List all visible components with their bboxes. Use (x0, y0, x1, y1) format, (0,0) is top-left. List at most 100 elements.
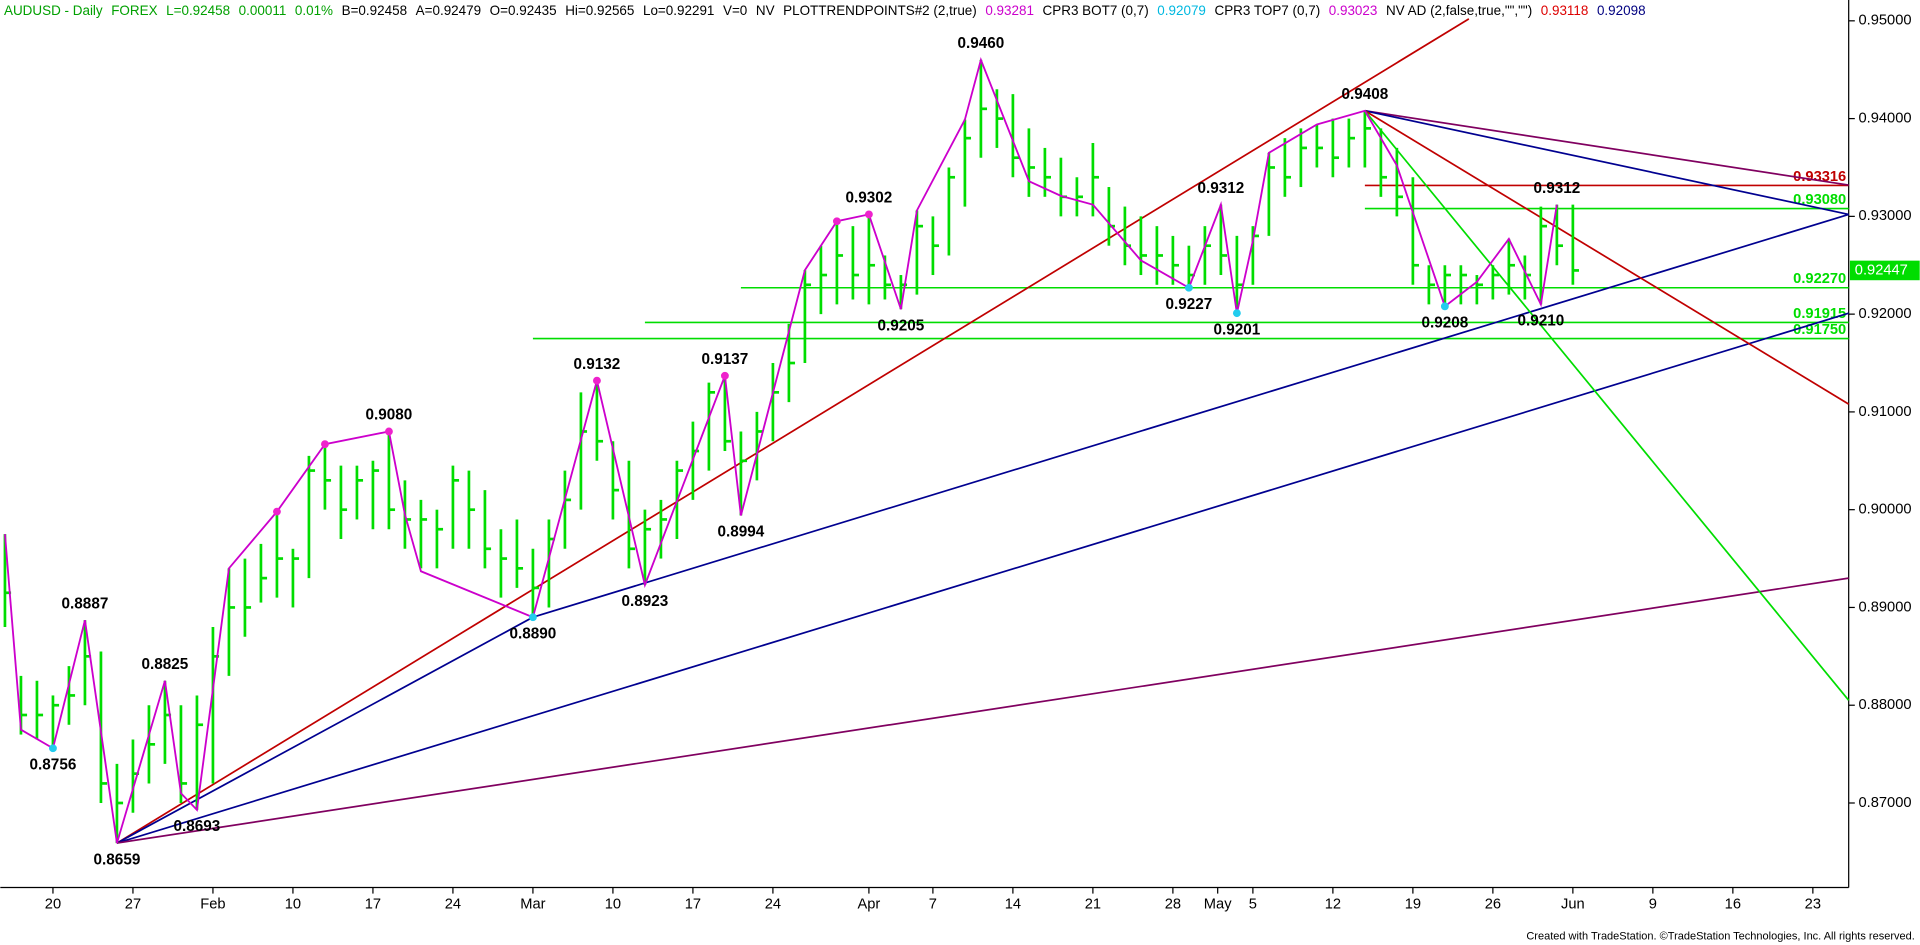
x-tick-label: 28 (1165, 896, 1181, 912)
x-tick-label: 26 (1485, 896, 1501, 912)
swing-dot (385, 427, 393, 436)
trendline (116, 577, 1849, 844)
swing-dot (273, 507, 281, 516)
header-segment: Lo=0.92291 (643, 3, 714, 18)
y-tick-label: 0.94000 (1858, 110, 1911, 126)
last-price-label: 0.92447 (1855, 262, 1908, 278)
swing-dot (1440, 302, 1449, 311)
x-tick-label: 19 (1405, 896, 1421, 912)
pivot-label: 0.9312 (1533, 180, 1580, 197)
pivot-label: 0.9460 (957, 35, 1004, 52)
level-label: 0.93080 (1793, 192, 1846, 208)
header-segment: 0.93023 (1329, 3, 1378, 18)
y-tick-label: 0.89000 (1858, 599, 1911, 615)
y-tick-label: 0.95000 (1858, 13, 1911, 29)
x-tick-label: Feb (200, 896, 225, 912)
trendline (116, 18, 1470, 844)
pivot-label: 0.9302 (846, 190, 893, 207)
x-tick-label: 10 (605, 896, 621, 912)
pivot-label: 0.8659 (94, 851, 141, 868)
trendline (1364, 110, 1850, 405)
trendline (116, 312, 1849, 844)
swing-dot (49, 744, 57, 753)
x-tick-label: 7 (929, 896, 937, 912)
level-label: 0.91750 (1793, 322, 1846, 338)
header-segment: 0.92079 (1157, 3, 1206, 18)
y-tick-label: 0.88000 (1858, 697, 1911, 713)
header-segment: CPR3 TOP7 (0,7) (1215, 3, 1321, 18)
last-price-box (1849, 260, 1920, 281)
x-tick-label: 14 (1005, 896, 1021, 912)
pivot-label: 0.9132 (574, 356, 621, 373)
level-label: 0.91915 (1793, 306, 1846, 322)
y-tick-label: 0.92000 (1858, 306, 1911, 322)
pivot-label: 0.8923 (622, 593, 669, 610)
level-label: 0.92270 (1793, 271, 1846, 287)
header-segment: 0.92098 (1597, 3, 1646, 18)
trendline (1364, 110, 1850, 701)
header: AUDUSD - Daily FOREX L=0.92458 0.00011 0.01%… (4, 3, 1646, 18)
swing-dot (864, 210, 873, 219)
pivot-label: 0.9201 (1213, 321, 1260, 338)
pivot-label: 0.8890 (510, 625, 557, 642)
y-tick-label: 0.93000 (1858, 208, 1911, 224)
x-tick-label: 10 (285, 896, 301, 912)
pivot-label: 0.9408 (1341, 86, 1388, 103)
level-label: 0.93316 (1793, 169, 1846, 185)
pivot-label: 0.8693 (174, 818, 221, 835)
header-segment: NV (756, 3, 775, 18)
x-tick-label: 20 (45, 896, 61, 912)
swing-dot (832, 217, 841, 226)
header-segment: A=0.92479 (416, 3, 481, 18)
x-tick-label: Jun (1561, 896, 1585, 912)
swing-dot (1184, 283, 1193, 292)
pivot-label: 0.9312 (1197, 180, 1244, 197)
pivot-label: 0.8887 (62, 595, 109, 612)
y-tick-label: 0.91000 (1858, 404, 1911, 420)
header-segment: O=0.92435 (490, 3, 557, 18)
swing-dot (321, 440, 329, 449)
x-tick-label: 23 (1805, 896, 1821, 912)
swing-dot (720, 371, 729, 380)
header-segment: PLOTTRENDPOINTS#2 (2,true) (783, 3, 977, 18)
header-segment: B=0.92458 (342, 3, 407, 18)
header-segment: 0.01% (295, 3, 333, 18)
y-tick-label: 0.87000 (1858, 795, 1911, 811)
pivot-label: 0.9137 (702, 351, 749, 368)
header-segment: CPR3 BOT7 (0,7) (1043, 3, 1149, 18)
trendline (1364, 109, 1849, 186)
header-segment: 0.93118 (1541, 3, 1589, 18)
x-tick-label: Mar (520, 896, 545, 912)
pivot-label: 0.9210 (1517, 313, 1564, 330)
footer: Created with TradeStation. ©TradeStation… (1526, 930, 1914, 942)
pivot-label: 0.8994 (718, 524, 765, 541)
x-tick-label: 27 (125, 896, 141, 912)
pivot-label: 0.9208 (1421, 315, 1468, 332)
swing-dot (529, 613, 537, 622)
x-tick-label: 12 (1325, 896, 1341, 912)
x-tick-label: 9 (1649, 896, 1657, 912)
x-tick-label: 21 (1085, 896, 1101, 912)
header-segment: FOREX (111, 3, 157, 18)
pivot-label: 0.9205 (878, 317, 925, 334)
header-segment: 0.00011 (239, 3, 287, 18)
x-tick-label: 24 (445, 896, 461, 912)
header-segment: AUDUSD - Daily (4, 3, 103, 18)
x-tick-label: May (1204, 896, 1232, 912)
x-tick-label: 17 (685, 896, 701, 912)
pivot-label: 0.8756 (30, 756, 77, 773)
pivot-label: 0.8825 (142, 656, 189, 673)
header-segment: Hi=0.92565 (565, 3, 634, 18)
x-tick-label: Apr (857, 896, 880, 912)
header-segment: NV AD (2,false,true,"","") (1386, 3, 1532, 18)
swing-dot (593, 376, 601, 385)
pivot-label: 0.9227 (1165, 296, 1212, 313)
trendline (1364, 109, 1849, 216)
y-tick-label: 0.90000 (1858, 502, 1911, 518)
header-segment: L=0.92458 (166, 3, 230, 18)
header-segment: 0.93281 (985, 3, 1034, 18)
pivot-label: 0.9080 (366, 407, 413, 424)
